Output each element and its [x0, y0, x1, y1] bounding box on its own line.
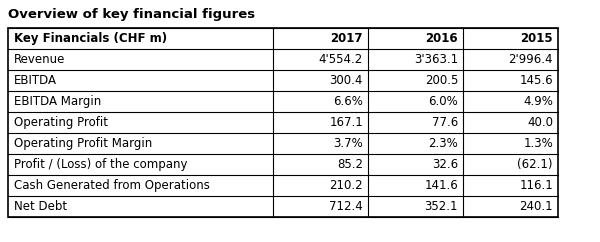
Text: Overview of key financial figures: Overview of key financial figures [8, 8, 255, 21]
Text: 85.2: 85.2 [337, 158, 363, 171]
Text: 2017: 2017 [331, 32, 363, 45]
Bar [8, 28, 558, 217]
Text: Net Debt: Net Debt [14, 200, 67, 213]
Text: Revenue: Revenue [14, 53, 65, 66]
Text: 210.2: 210.2 [329, 179, 363, 192]
Text: 4.9%: 4.9% [523, 95, 553, 108]
Text: 200.5: 200.5 [425, 74, 458, 87]
Text: 300.4: 300.4 [329, 74, 363, 87]
Text: 116.1: 116.1 [519, 179, 553, 192]
Text: 4'554.2: 4'554.2 [319, 53, 363, 66]
Text: 3'363.1: 3'363.1 [414, 53, 458, 66]
Text: EBITDA: EBITDA [14, 74, 57, 87]
Text: 6.0%: 6.0% [428, 95, 458, 108]
Text: 2'996.4: 2'996.4 [509, 53, 553, 66]
Text: 2015: 2015 [520, 32, 553, 45]
Text: 141.6: 141.6 [424, 179, 458, 192]
Text: 712.4: 712.4 [329, 200, 363, 213]
Text: Operating Profit Margin: Operating Profit Margin [14, 137, 152, 150]
Text: Cash Generated from Operations: Cash Generated from Operations [14, 179, 210, 192]
Text: 240.1: 240.1 [520, 200, 553, 213]
Text: 145.6: 145.6 [520, 74, 553, 87]
Text: 2016: 2016 [425, 32, 458, 45]
Text: 77.6: 77.6 [432, 116, 458, 129]
Text: 40.0: 40.0 [527, 116, 553, 129]
Text: (62.1): (62.1) [517, 158, 553, 171]
Text: 352.1: 352.1 [425, 200, 458, 213]
Text: EBITDA Margin: EBITDA Margin [14, 95, 101, 108]
Text: 6.6%: 6.6% [333, 95, 363, 108]
Text: Operating Profit: Operating Profit [14, 116, 108, 129]
Text: 2.3%: 2.3% [428, 137, 458, 150]
Text: 167.1: 167.1 [329, 116, 363, 129]
Text: 1.3%: 1.3% [523, 137, 553, 150]
Text: 32.6: 32.6 [432, 158, 458, 171]
Text: 3.7%: 3.7% [333, 137, 363, 150]
Text: Profit / (Loss) of the company: Profit / (Loss) of the company [14, 158, 187, 171]
Text: Key Financials (CHF m): Key Financials (CHF m) [14, 32, 167, 45]
